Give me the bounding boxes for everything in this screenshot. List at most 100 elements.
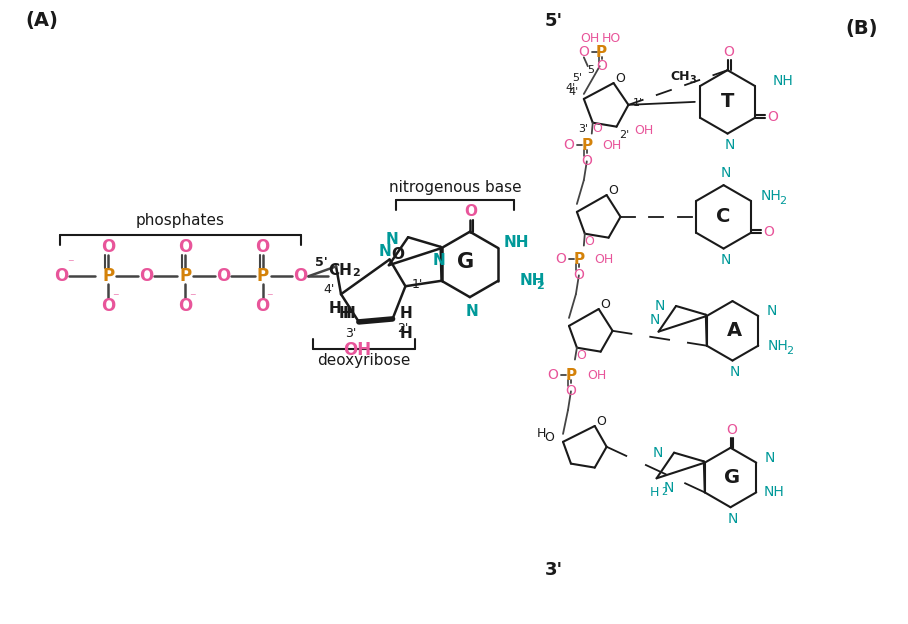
Text: 2': 2' xyxy=(619,130,629,140)
Text: NH: NH xyxy=(761,189,781,203)
Text: O: O xyxy=(564,139,575,152)
Text: O: O xyxy=(54,267,69,285)
Text: O: O xyxy=(178,238,192,256)
Text: H: H xyxy=(342,306,355,321)
Text: N: N xyxy=(767,304,777,318)
Text: OH: OH xyxy=(580,32,599,45)
Text: O: O xyxy=(178,297,192,315)
Text: ⁻: ⁻ xyxy=(189,291,195,305)
Text: NH: NH xyxy=(773,74,794,88)
Text: OH: OH xyxy=(635,124,654,137)
Text: T: T xyxy=(721,92,735,112)
Text: O: O xyxy=(255,297,270,315)
Text: O: O xyxy=(101,238,115,256)
Text: 1': 1' xyxy=(633,98,644,108)
Text: (A): (A) xyxy=(25,11,59,30)
Text: OH: OH xyxy=(595,253,614,266)
Text: 4': 4' xyxy=(566,83,576,93)
Text: 3': 3' xyxy=(545,561,563,578)
Text: NH: NH xyxy=(520,273,546,288)
Text: CH: CH xyxy=(670,70,690,82)
Text: O: O xyxy=(101,297,115,315)
Text: O: O xyxy=(574,268,585,282)
Text: NH: NH xyxy=(767,339,788,353)
Text: O: O xyxy=(608,183,618,197)
Text: 3': 3' xyxy=(345,328,357,340)
Text: O: O xyxy=(597,59,607,73)
Text: HO: HO xyxy=(602,32,621,45)
Text: N: N xyxy=(727,512,737,526)
Text: N: N xyxy=(720,253,731,268)
Text: P: P xyxy=(573,252,585,267)
Text: N: N xyxy=(466,303,479,318)
Text: N: N xyxy=(725,139,735,152)
Text: OH: OH xyxy=(603,139,622,152)
Text: (B): (B) xyxy=(845,19,878,38)
Text: O: O xyxy=(764,225,775,239)
Text: 4': 4' xyxy=(568,87,579,97)
Text: H: H xyxy=(537,427,546,441)
Text: 2: 2 xyxy=(779,196,786,206)
Text: P: P xyxy=(102,267,114,285)
Text: NH: NH xyxy=(503,235,528,250)
Text: O: O xyxy=(578,46,589,59)
Text: O: O xyxy=(584,235,594,248)
Text: H: H xyxy=(339,306,351,321)
Text: N: N xyxy=(720,166,731,180)
Text: O: O xyxy=(767,110,778,124)
Text: 5': 5' xyxy=(572,73,582,83)
Text: O: O xyxy=(464,205,478,220)
Text: G: G xyxy=(458,253,475,273)
Text: O: O xyxy=(592,122,602,135)
Text: nitrogenous base: nitrogenous base xyxy=(389,180,521,195)
Text: N: N xyxy=(729,366,740,379)
Text: O: O xyxy=(601,298,610,311)
Text: O: O xyxy=(556,253,567,266)
Text: N: N xyxy=(653,446,664,460)
Text: 2: 2 xyxy=(661,487,667,497)
Text: H: H xyxy=(400,306,413,321)
Text: P: P xyxy=(180,267,192,285)
Text: G: G xyxy=(725,468,741,487)
Text: 2: 2 xyxy=(786,346,794,356)
Text: O: O xyxy=(726,423,737,437)
Text: OH: OH xyxy=(343,341,371,359)
Text: A: A xyxy=(727,321,742,340)
Text: P: P xyxy=(257,267,269,285)
Text: phosphates: phosphates xyxy=(136,213,225,228)
Text: O: O xyxy=(566,384,577,398)
Text: 3': 3' xyxy=(577,124,587,134)
Text: O: O xyxy=(597,414,607,427)
Text: H: H xyxy=(650,485,659,499)
Text: 3: 3 xyxy=(689,75,696,85)
Text: ⁻: ⁻ xyxy=(266,291,273,305)
Text: OH: OH xyxy=(587,369,606,382)
Text: N: N xyxy=(655,299,666,313)
Text: 2': 2' xyxy=(397,323,409,335)
Text: O: O xyxy=(616,72,626,85)
Text: P: P xyxy=(597,45,607,60)
Text: N: N xyxy=(386,232,399,246)
Text: P: P xyxy=(581,138,592,153)
Text: P: P xyxy=(566,368,577,383)
Text: CH: CH xyxy=(328,263,352,278)
Text: O: O xyxy=(139,267,153,285)
Text: 5': 5' xyxy=(315,256,328,269)
Text: H: H xyxy=(400,326,413,341)
Text: O: O xyxy=(548,368,558,383)
Text: O: O xyxy=(255,238,270,256)
Text: O: O xyxy=(293,267,308,285)
Text: 5: 5 xyxy=(587,65,594,75)
Text: 2: 2 xyxy=(352,268,360,278)
Text: NH: NH xyxy=(764,485,785,499)
Text: deoxyribose: deoxyribose xyxy=(318,353,411,368)
Text: O: O xyxy=(391,247,404,262)
Text: 4': 4' xyxy=(323,283,335,296)
Text: 1': 1' xyxy=(411,278,423,291)
Text: O: O xyxy=(216,267,231,285)
Text: 5': 5' xyxy=(545,12,563,29)
Text: O: O xyxy=(581,154,592,168)
Text: O: O xyxy=(576,349,586,362)
Text: N: N xyxy=(765,451,775,465)
Text: N: N xyxy=(649,313,660,327)
